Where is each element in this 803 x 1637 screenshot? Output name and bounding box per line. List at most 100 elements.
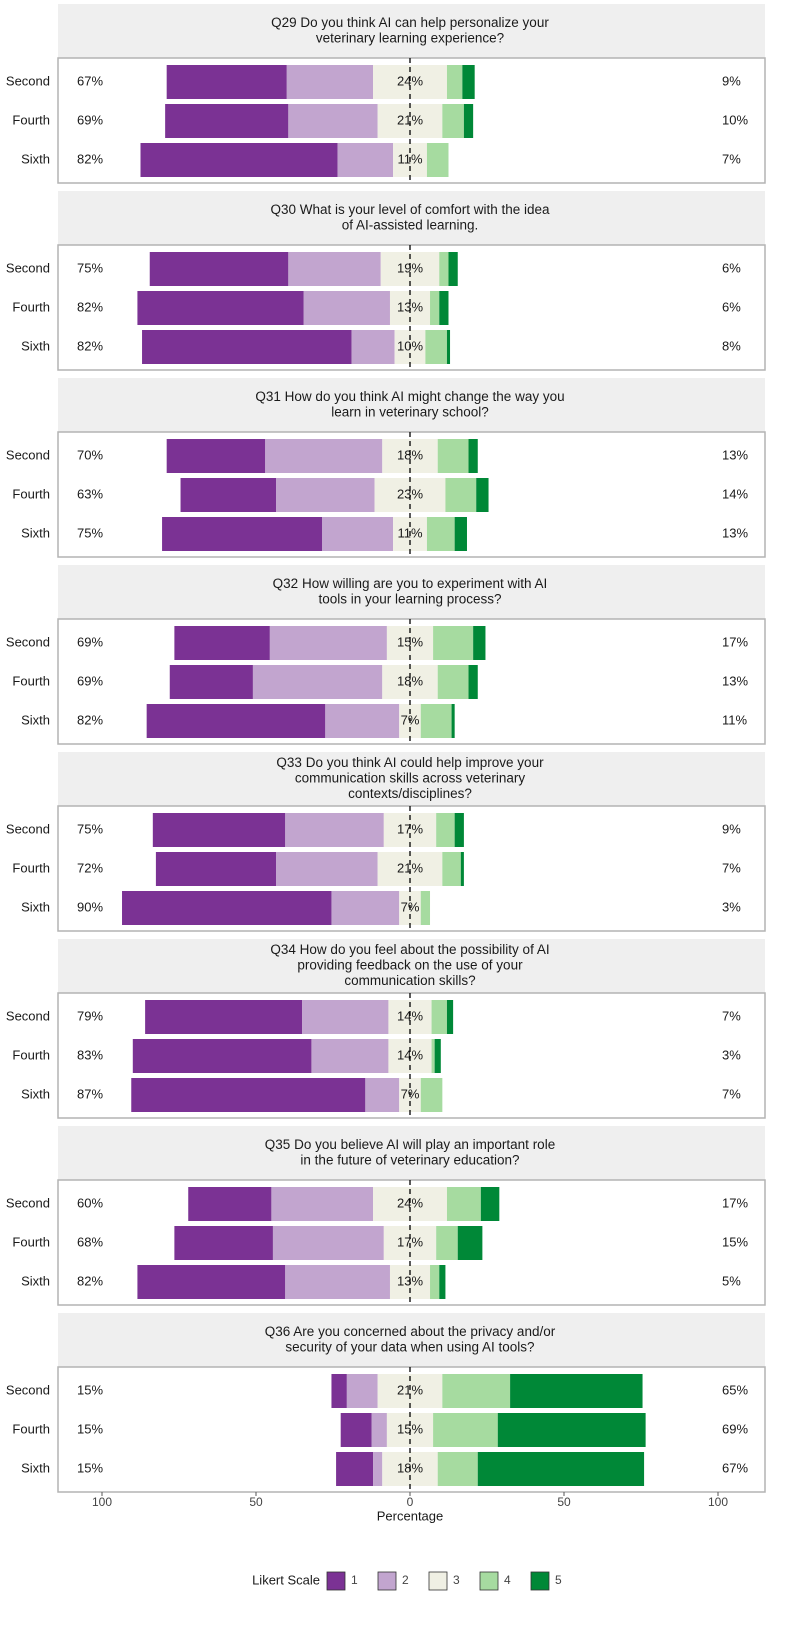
bar-segment [288,104,378,138]
panel-title: providing feedback on the use of your [297,958,523,973]
bar-segment [468,665,478,699]
right-label: 13% [722,673,748,688]
left-label: 82% [77,338,103,353]
left-label: 67% [77,73,103,88]
bar-segment [146,704,326,738]
panel-title: veterinary learning experience? [316,30,504,45]
bar-segment [252,665,383,699]
neutral-label: 18% [397,673,423,688]
bar-segment [351,330,395,364]
panel-title: Q36 Are you concerned about the privacy … [265,1324,556,1339]
left-label: 63% [77,486,103,501]
x-tick-label: 100 [92,1495,112,1509]
right-label: 7% [722,151,741,166]
bar-segment [473,626,486,660]
bar-segment [454,517,467,551]
bar-segment [155,852,277,886]
left-label: 69% [77,634,103,649]
row-label: Sixth [21,1273,50,1288]
left-label: 70% [77,447,103,462]
bar-segment [265,439,383,473]
bar-segment [269,626,387,660]
bar-segment [433,1413,498,1447]
row-label: Second [6,447,50,462]
row-label: Fourth [12,1421,50,1436]
right-label: 7% [722,1008,741,1023]
right-label: 8% [722,338,741,353]
bar-segment [442,104,464,138]
bar-segment [431,1000,447,1034]
panel-title: security of your data when using AI tool… [285,1339,534,1354]
panel-strip [58,752,765,806]
bar-segment [371,1413,387,1447]
bar-segment [433,626,474,660]
row-label: Fourth [12,673,50,688]
x-axis-label: Percentage [377,1508,444,1523]
bar-segment [420,891,431,925]
bar-segment [437,665,469,699]
bar-segment [337,143,394,177]
neutral-label: 17% [397,1234,423,1249]
left-label: 68% [77,1234,103,1249]
neutral-label: 13% [397,299,423,314]
bar-segment [303,291,390,325]
neutral-label: 21% [397,860,423,875]
bar-segment [510,1374,643,1408]
x-tick-label: 50 [557,1495,571,1509]
bar-segment [152,813,286,847]
bar-segment [446,65,463,99]
panel-title: Q31 How do you think AI might change the… [255,389,564,404]
bar-segment [271,1187,374,1221]
bar-segment [166,65,287,99]
bar-segment [276,478,375,512]
bar-segment [137,291,304,325]
bar-segment [430,1265,440,1299]
bar-segment [165,104,289,138]
bar-segment [276,852,378,886]
left-label: 82% [77,712,103,727]
x-tick-label: 50 [249,1495,263,1509]
row-label: Fourth [12,1047,50,1062]
bar-segment [286,65,374,99]
right-label: 17% [722,634,748,649]
neutral-label: 15% [397,1421,423,1436]
right-label: 3% [722,1047,741,1062]
bar-segment [462,65,475,99]
right-label: 17% [722,1195,748,1210]
bar-segment [454,813,464,847]
panel-strip [58,4,765,58]
bar-segment [446,1000,454,1034]
panel-title: Q33 Do you think AI could help improve y… [276,755,544,770]
bar-segment [439,252,449,286]
row-label: Sixth [21,712,50,727]
bar-segment [132,1039,312,1073]
bar-segment [448,252,458,286]
legend-label: 4 [504,1573,511,1587]
bar-segment [325,704,400,738]
row-label: Sixth [21,338,50,353]
right-label: 15% [722,1234,748,1249]
bar-segment [142,330,352,364]
right-label: 9% [722,821,741,836]
bar-segment [480,1187,500,1221]
bar-segment [166,439,266,473]
bar-segment [446,330,451,364]
right-label: 65% [722,1382,748,1397]
bar-segment [430,291,440,325]
bar-segment [174,626,270,660]
right-label: 7% [722,1086,741,1101]
bar-segment [436,1226,458,1260]
row-label: Sixth [21,151,50,166]
bar-segment [497,1413,646,1447]
right-label: 11% [722,712,747,727]
panel-title: communication skills? [344,973,475,988]
bar-segment [122,891,332,925]
bar-segment [425,330,447,364]
bar-segment [373,1452,383,1486]
right-label: 14% [722,486,748,501]
bar-segment [463,104,474,138]
bar-segment [137,1265,286,1299]
bar-segment [174,1226,273,1260]
bar-segment [460,852,464,886]
row-label: Second [6,634,50,649]
